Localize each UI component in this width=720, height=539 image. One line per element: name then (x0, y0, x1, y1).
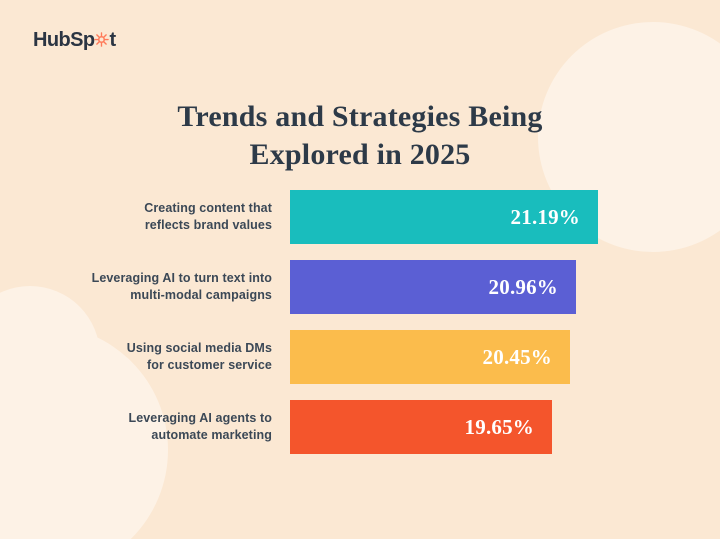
bar-chart: Creating content that reflects brand val… (0, 190, 720, 454)
hubspot-logo-text-part2: t (109, 29, 116, 51)
bar-label-line: reflects brand values (144, 218, 272, 232)
chart-row: Creating content that reflects brand val… (0, 190, 720, 244)
bar-track: 20.96% (290, 260, 720, 314)
bar-label-line: Leveraging AI to turn text into (91, 271, 272, 286)
bar-value-label: 21.19% (510, 204, 580, 229)
bar-value-label: 19.65% (464, 414, 534, 439)
bar-label-line: Using social media DMs (126, 341, 272, 356)
hubspot-logo-text: HubSp t (33, 30, 116, 50)
bar-creating-content[interactable]: 21.19% (290, 190, 598, 244)
hubspot-sprocket-icon (94, 32, 110, 47)
hubspot-logo[interactable]: HubSp t (33, 30, 116, 50)
bar-label: Creating content that reflects brand val… (0, 200, 290, 234)
bar-value-label: 20.45% (482, 344, 552, 369)
bar-leveraging-ai-text[interactable]: 20.96% (290, 260, 576, 314)
chart-row: Leveraging AI to turn text into multi-mo… (0, 260, 720, 314)
bar-label-line: for customer service (147, 358, 272, 372)
bar-label: Leveraging AI agents to automate marketi… (0, 410, 290, 444)
bar-label-line: automate marketing (151, 428, 272, 442)
bar-social-media-dms[interactable]: 20.45% (290, 330, 570, 384)
bar-track: 19.65% (290, 400, 720, 454)
bar-value-label: 20.96% (488, 274, 558, 299)
bar-label: Using social media DMs for customer serv… (0, 340, 290, 374)
bar-track: 21.19% (290, 190, 720, 244)
chart-row: Using social media DMs for customer serv… (0, 330, 720, 384)
bar-label-line: multi-modal campaigns (130, 288, 272, 302)
bar-label: Leveraging AI to turn text into multi-mo… (0, 270, 290, 304)
bar-label-line: Creating content that (144, 201, 272, 216)
bar-label-line: Leveraging AI agents to (128, 411, 272, 426)
bar-ai-agents[interactable]: 19.65% (290, 400, 552, 454)
hubspot-logo-text-part1: HubSp (33, 29, 95, 51)
page-title: Trends and Strategies Being Explored in … (177, 100, 543, 171)
bar-track: 20.45% (290, 330, 720, 384)
chart-row: Leveraging AI agents to automate marketi… (0, 400, 720, 454)
